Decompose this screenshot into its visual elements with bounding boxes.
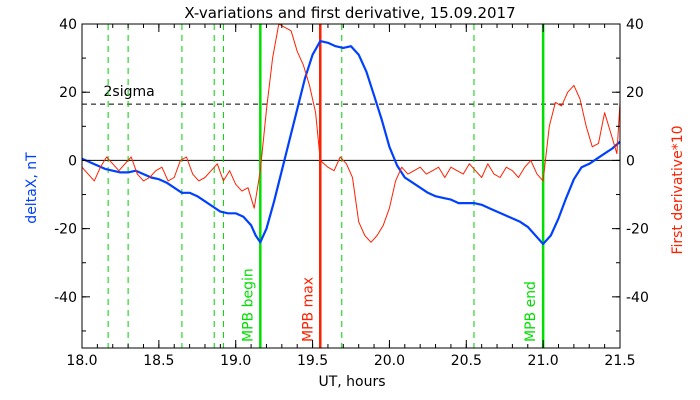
- event-label: MPB max: [300, 277, 316, 342]
- y-axis-right-label: First derivative*10: [670, 125, 686, 254]
- event-marker-lines: MPB begin MPB max MPB end: [240, 24, 545, 348]
- y-right-tick-label: -40: [626, 290, 649, 306]
- y-left-tick-label: 40: [59, 17, 77, 33]
- event-label: MPB end: [523, 281, 539, 342]
- deltax-series-line: [81, 39, 621, 246]
- x-tick-label: 18.0: [66, 353, 97, 369]
- x-tick-label: 19.5: [297, 353, 328, 369]
- y-left-tick-label: 20: [59, 85, 77, 101]
- derivative-series-line: [81, 23, 621, 243]
- y-left-tick-label: -40: [54, 290, 77, 306]
- threshold-label: 2sigma: [104, 84, 155, 100]
- plot-area: 2sigma: [82, 84, 620, 161]
- chart-title: X-variations and first derivative, 15.09…: [184, 4, 515, 22]
- y-right-tick-label: 0: [626, 153, 635, 169]
- plot-frame: [81, 23, 621, 349]
- y-right-tick-label: 40: [626, 17, 644, 33]
- y-right-tick-label: 20: [626, 85, 644, 101]
- y-right-tick-label: -20: [626, 222, 649, 238]
- x-tick-label: 19.0: [220, 353, 251, 369]
- y-left-tick-label: 0: [68, 153, 77, 169]
- dashed-marker-lines: [107, 24, 475, 348]
- x-tick-label: 18.5: [143, 353, 174, 369]
- y-axis-left-label: deltaX, nT: [24, 152, 40, 224]
- y-left-tick-label: -20: [54, 222, 77, 238]
- series-layer: [81, 23, 621, 246]
- event-label: MPB begin: [240, 268, 256, 342]
- x-axis-label: UT, hours: [318, 374, 385, 390]
- x-tick-label: 21.0: [528, 353, 559, 369]
- x-tick-label: 20.5: [451, 353, 482, 369]
- x-tick-label: 20.0: [374, 353, 405, 369]
- axes-layer: 18.0 18.5 19.0 19.5 20.0 20.5 21.0 21.5 -40 -20 0 2…: [54, 17, 649, 369]
- x-tick-label: 21.5: [604, 353, 635, 369]
